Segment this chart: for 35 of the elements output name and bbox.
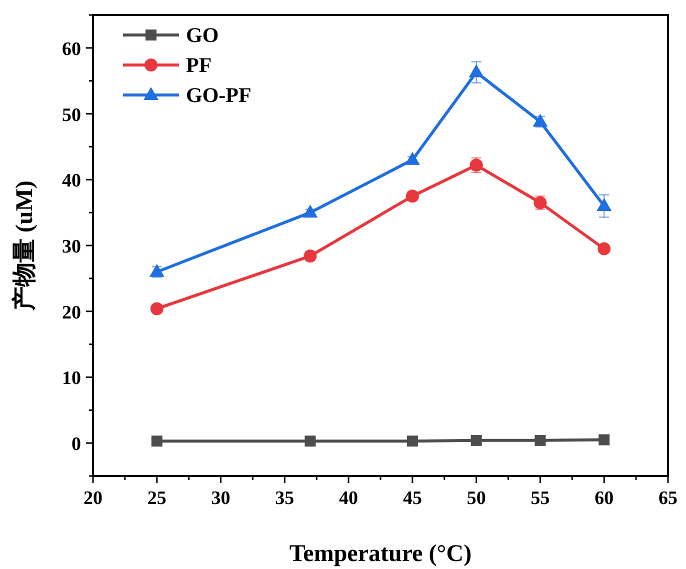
x-tick-label: 60 — [594, 488, 614, 509]
x-tick-label: 55 — [530, 488, 550, 509]
x-tick-label: 25 — [147, 488, 166, 509]
y-tick-label: 20 — [62, 302, 81, 324]
y-tick-label: 30 — [62, 236, 81, 258]
point — [304, 436, 316, 447]
y-tick-label: 40 — [62, 170, 81, 192]
point — [406, 436, 418, 447]
point — [151, 436, 162, 447]
y-tick-label: 10 — [62, 368, 81, 390]
y-axis-title: 产物量 (uM) — [11, 180, 38, 312]
point — [150, 302, 164, 316]
point — [534, 434, 546, 446]
point — [404, 152, 420, 165]
x-tick-label: 20 — [84, 488, 102, 509]
legend-label: GO — [186, 23, 219, 47]
x-tick-label: 45 — [402, 488, 422, 509]
legend-label: PF — [186, 53, 212, 77]
point — [468, 64, 484, 78]
x-tick-label: 35 — [275, 488, 294, 509]
x-tick-label: 65 — [658, 488, 678, 509]
point — [470, 434, 482, 446]
x-tick-label: 50 — [466, 488, 486, 509]
y-tick-label: 0 — [72, 434, 81, 456]
x-tick-label: 30 — [211, 488, 230, 509]
point — [596, 198, 612, 211]
point — [302, 204, 318, 218]
y-tick-label: 50 — [62, 104, 81, 126]
x-axis-title: Temperature (°C) — [289, 541, 472, 567]
x-tick-label: 40 — [339, 488, 358, 509]
y-tick-label: 60 — [62, 38, 81, 60]
legend-label: GO-PF — [186, 83, 252, 107]
point — [598, 434, 610, 446]
point — [598, 242, 611, 256]
point — [149, 264, 164, 277]
